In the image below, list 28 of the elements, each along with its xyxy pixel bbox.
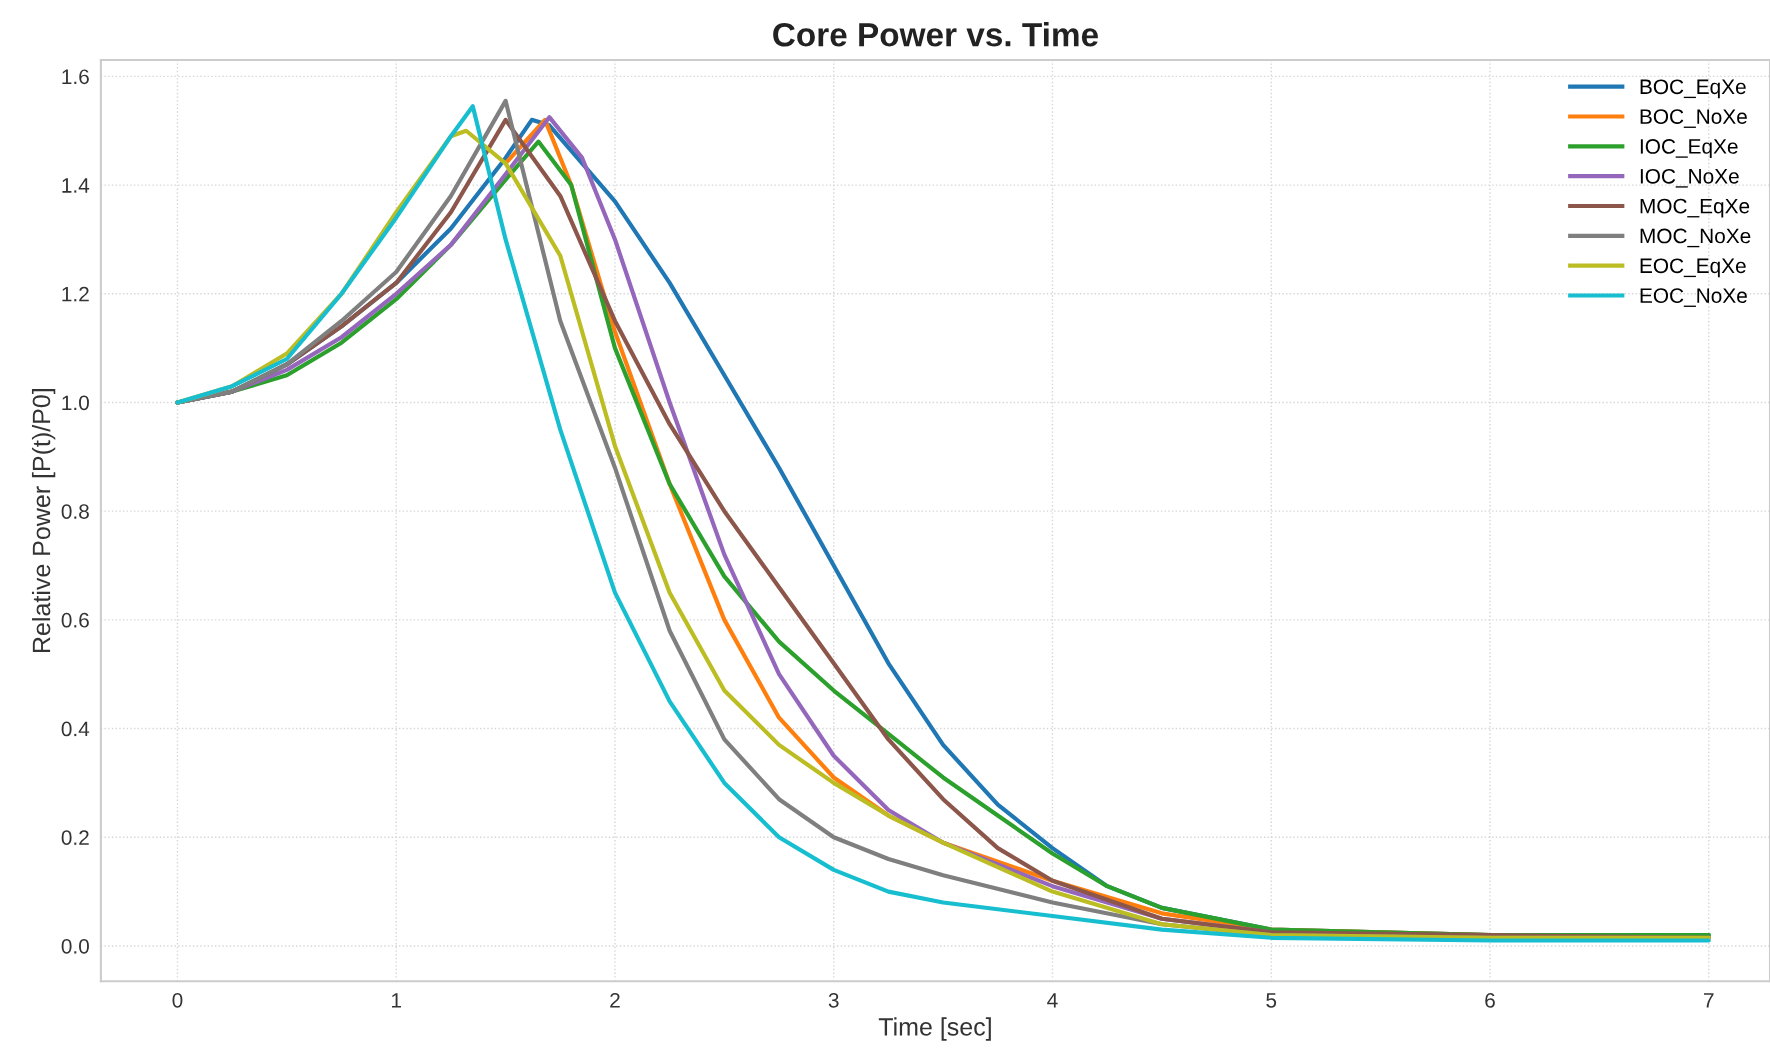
legend-label: MOC_EqXe: [1640, 198, 1750, 218]
x-tick-label: 2: [610, 992, 620, 1008]
x-axis-title: Time [sec]: [878, 1017, 991, 1041]
legend-label: IOC_NoXe: [1640, 168, 1739, 188]
legend-label: BOC_NoXe: [1640, 109, 1747, 128]
legend-label: BOC_EqXe: [1640, 79, 1746, 99]
y-tick-label: 1.6: [62, 69, 89, 85]
x-tick-label: 6: [1485, 992, 1495, 1008]
x-tick-label: 4: [1047, 993, 1058, 1008]
y-tick-label: 0.4: [61, 721, 90, 737]
y-tick-label: 1.2: [62, 286, 89, 302]
y-tick-label: 1.4: [62, 178, 90, 193]
x-tick-label: 5: [1266, 993, 1277, 1008]
x-tick-label: 0: [172, 992, 183, 1008]
y-tick-label: 1.0: [62, 395, 89, 411]
y-tick-label: 0.8: [61, 504, 89, 519]
legend-label: MOC_NoXe: [1640, 228, 1751, 248]
legend-label: EOC_NoXe: [1640, 288, 1747, 307]
y-tick-label: 0.6: [61, 612, 89, 628]
legend-label: IOC_EqXe: [1640, 139, 1738, 158]
y-tick-label: 0.0: [61, 938, 89, 954]
x-tick-label: 7: [1704, 993, 1714, 1008]
x-tick-label: 1: [392, 993, 401, 1008]
chart-title: Core Power vs. Time: [773, 22, 1098, 47]
y-tick-label: 0.2: [61, 830, 89, 846]
x-tick-label: 3: [828, 992, 839, 1008]
legend-label: EOC_EqXe: [1640, 258, 1746, 278]
y-axis-title: Relative Power [P(t)/P0]: [31, 389, 56, 652]
